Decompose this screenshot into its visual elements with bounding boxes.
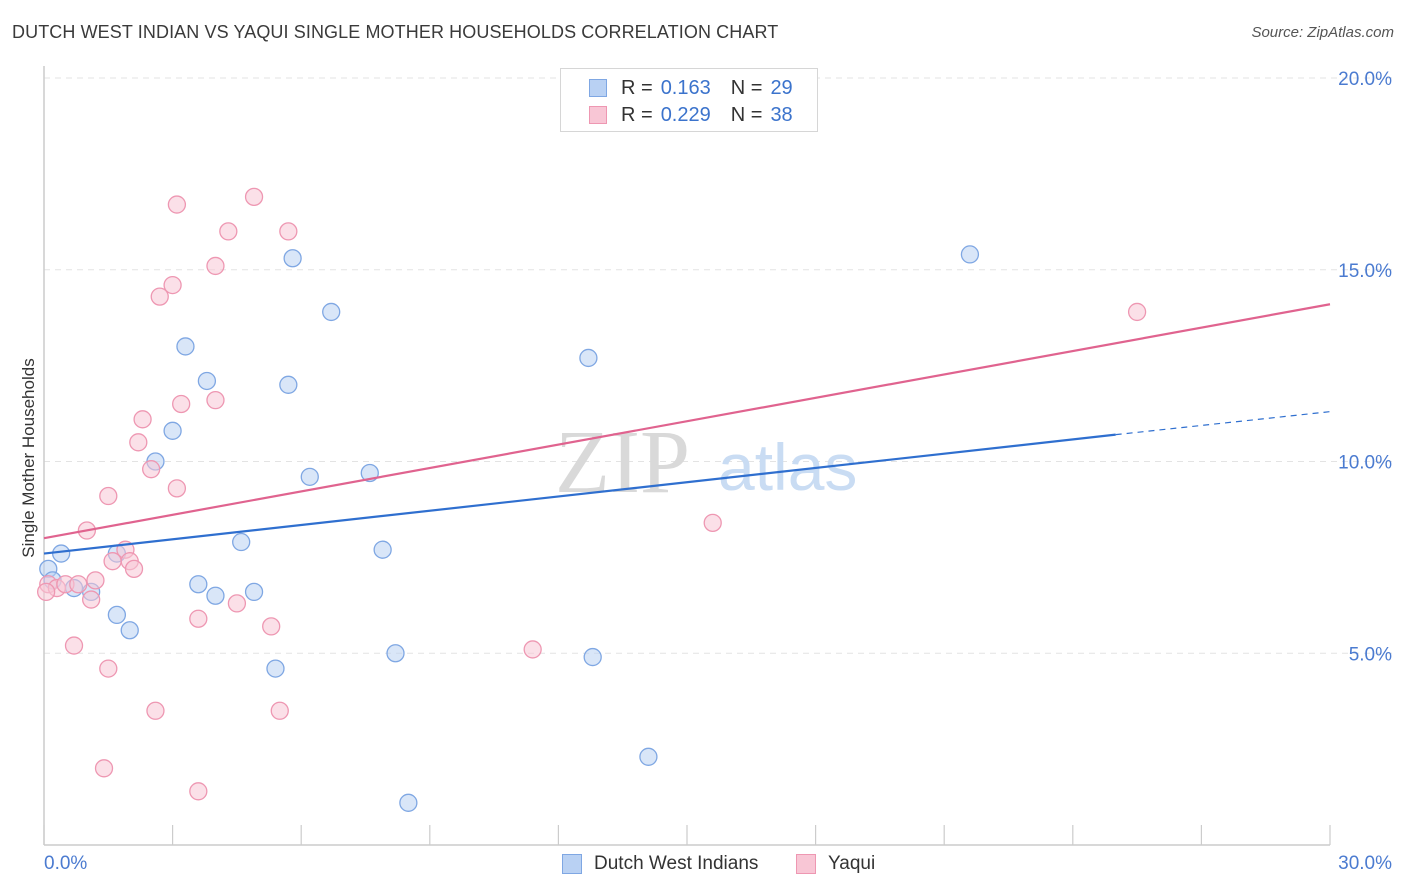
legend-row-dutch-west-indians: R = 0.163 N = 29 <box>589 75 793 101</box>
data-point <box>703 513 722 533</box>
x-tick-label: 30.0% <box>1338 853 1392 874</box>
legend-row-yaqui: R = 0.229 N = 38 <box>589 102 793 128</box>
series-yaqui <box>36 187 1147 801</box>
data-point <box>120 621 139 640</box>
data-point <box>94 759 114 778</box>
data-point <box>300 467 319 486</box>
trend-line-yaqui <box>43 303 1331 540</box>
data-point <box>244 582 264 602</box>
y-tick-label: 15.0% <box>1338 261 1392 282</box>
legend-n-value: 29 <box>770 76 793 99</box>
bottom-legend-yaqui: Yaqui <box>796 852 875 876</box>
correlation-legend: R = 0.163 N = 29 R = 0.229 N = 38 <box>560 68 818 132</box>
trend-lines <box>43 303 1331 555</box>
data-point <box>266 659 285 678</box>
data-point <box>142 460 161 479</box>
data-point <box>176 337 195 356</box>
data-point <box>244 187 264 207</box>
data-point <box>163 275 182 295</box>
data-point <box>206 256 225 276</box>
legend-r-value: 0.163 <box>660 76 711 99</box>
legend-n-label: N = <box>730 103 763 126</box>
data-point <box>167 479 187 498</box>
y-tick-label: 5.0% <box>1349 644 1392 665</box>
data-point <box>150 287 169 306</box>
data-point <box>279 375 298 394</box>
data-point <box>373 540 392 559</box>
data-point <box>262 617 281 636</box>
legend-n-value: 38 <box>770 103 793 126</box>
bottom-legend-dutch-west-indians: Dutch West Indians <box>562 852 758 876</box>
bottom-legend-swatch-pink <box>796 854 816 874</box>
data-point <box>129 433 148 452</box>
trend-line-dutch-west-indians <box>43 433 1116 555</box>
data-point <box>206 390 225 410</box>
bottom-legend-swatch-blue <box>562 854 582 874</box>
data-point <box>1127 302 1147 322</box>
data-point <box>283 249 302 268</box>
data-point <box>103 552 122 571</box>
data-point <box>206 586 225 605</box>
data-point <box>51 544 71 563</box>
data-point <box>107 605 127 625</box>
watermark-atlas: atlas <box>718 430 857 504</box>
legend-r-value: 0.229 <box>660 103 711 126</box>
data-point <box>523 640 542 659</box>
data-point <box>583 647 602 667</box>
data-point <box>232 532 251 552</box>
data-point <box>64 636 84 655</box>
data-point <box>197 371 217 391</box>
data-point <box>189 575 208 594</box>
data-point <box>99 659 118 678</box>
legend-n-label: N = <box>730 76 763 99</box>
data-point <box>322 302 341 322</box>
axis-ticks: 5.0% 10.0% 15.0% 20.0% 0.0% 30.0% <box>43 69 1392 874</box>
data-point <box>133 410 152 429</box>
legend-swatch-pink <box>589 106 607 124</box>
data-point <box>579 348 598 368</box>
trend-line-dutch-west-indians-extension <box>1115 411 1331 436</box>
bottom-legend-label: Yaqui <box>828 853 876 874</box>
data-point <box>279 222 298 241</box>
data-point <box>82 590 101 609</box>
data-point <box>146 701 165 720</box>
data-point <box>960 245 980 264</box>
legend-r-label: R = <box>621 103 653 126</box>
data-point <box>270 701 289 720</box>
data-point <box>36 582 56 602</box>
data-point <box>167 195 187 214</box>
chart-title: DUTCH WEST INDIAN VS YAQUI SINGLE MOTHER… <box>12 22 779 42</box>
data-point <box>86 571 105 590</box>
data-point <box>219 222 238 241</box>
data-point <box>399 793 418 812</box>
y-axis-label: Single Mother Households <box>19 358 38 557</box>
data-point <box>227 594 247 613</box>
legend-r-label: R = <box>621 76 653 99</box>
series-dutch-west-indians <box>39 245 980 812</box>
bottom-legend-label: Dutch West Indians <box>594 853 759 874</box>
data-point <box>189 609 208 628</box>
data-point <box>172 394 191 414</box>
data-point <box>99 486 118 506</box>
y-tick-label: 10.0% <box>1338 453 1392 474</box>
watermark: ZIP atlas <box>555 413 857 512</box>
watermark-zip: ZIP <box>555 413 690 512</box>
data-point <box>69 575 88 594</box>
data-point <box>386 644 405 663</box>
data-point <box>124 559 144 579</box>
data-point <box>639 747 658 766</box>
chart-source: Source: ZipAtlas.com <box>1251 24 1394 41</box>
y-tick-label: 20.0% <box>1338 69 1392 90</box>
legend-swatch-blue <box>589 79 607 97</box>
data-point <box>163 421 182 440</box>
grid-lines <box>44 77 1394 654</box>
data-point <box>189 782 208 801</box>
x-tick-label: 0.0% <box>44 853 87 874</box>
